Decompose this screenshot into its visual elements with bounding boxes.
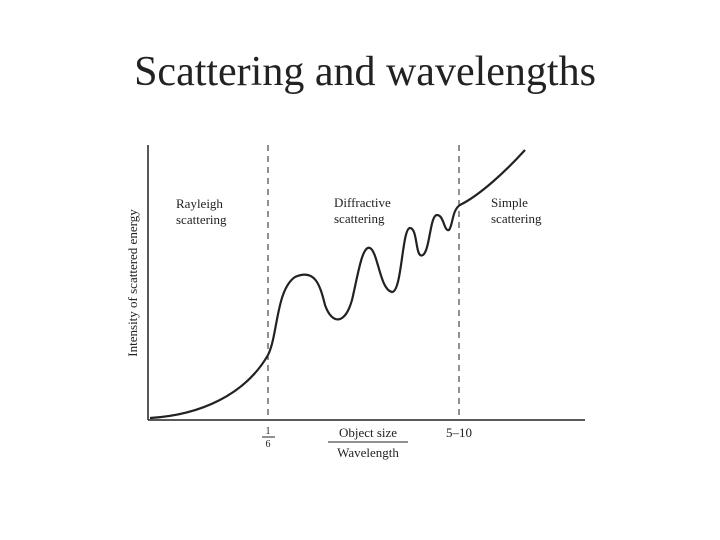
x-axis-label-denominator: Wavelength — [337, 445, 399, 460]
boundary-label-numerator: 1 — [266, 426, 271, 437]
region-label: scattering — [491, 211, 542, 226]
region-label: scattering — [334, 211, 385, 226]
region-label: Rayleigh — [176, 196, 223, 211]
diagram — [147, 145, 585, 443]
boundary-label-denominator: 6 — [266, 439, 271, 450]
region-label: scattering — [176, 212, 227, 227]
y-axis-label: Intensity of scattered energy — [125, 209, 140, 357]
x-axis-label-numerator: Object size — [339, 425, 397, 440]
slide-title: Scattering and wavelengths — [134, 49, 596, 95]
intensity-curve — [149, 149, 526, 420]
region-label: Simple — [491, 195, 528, 210]
boundary-label: 5–10 — [446, 425, 472, 440]
region-label: Diffractive — [334, 195, 391, 210]
